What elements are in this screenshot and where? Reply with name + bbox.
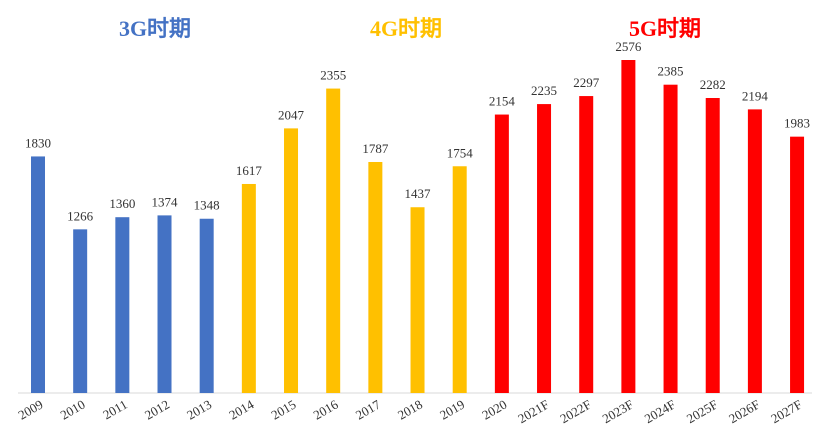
bar — [410, 207, 425, 393]
value-label: 1437 — [405, 186, 432, 201]
x-tick-label: 2013 — [184, 397, 214, 423]
bar — [284, 128, 299, 394]
bar — [368, 161, 383, 393]
x-tick-label: 2021F — [515, 397, 551, 427]
x-tick-label: 2012 — [142, 397, 172, 423]
x-tick-label: 2020 — [479, 397, 509, 423]
bar — [663, 84, 678, 393]
value-label: 1266 — [67, 208, 94, 223]
bar — [621, 60, 636, 393]
value-label: 1830 — [25, 135, 51, 150]
bar — [31, 156, 45, 393]
value-label: 1374 — [152, 194, 179, 209]
bar — [747, 109, 762, 393]
value-label: 2576 — [615, 39, 642, 54]
x-tick-label: 2014 — [226, 396, 256, 422]
x-tick-label: 2009 — [15, 397, 45, 423]
value-label: 1360 — [109, 196, 135, 211]
period-label: 3G时期 — [119, 16, 191, 41]
x-tick-label: 2015 — [269, 397, 299, 423]
x-tick-label: 2027F — [768, 397, 804, 427]
x-tick-label: 2023F — [600, 397, 636, 427]
value-label: 2154 — [489, 94, 516, 109]
x-tick-label: 2022F — [557, 397, 593, 427]
value-label: 1348 — [194, 198, 220, 213]
value-label: 1617 — [236, 163, 263, 178]
x-tick-label: 2025F — [684, 397, 720, 427]
bar — [579, 96, 594, 394]
bar — [326, 88, 341, 393]
value-label: 1983 — [784, 116, 810, 131]
value-label: 2355 — [320, 68, 346, 83]
x-tick-label: 2024F — [642, 397, 678, 427]
bar — [115, 217, 130, 393]
period-label: 4G时期 — [370, 16, 442, 41]
x-tick-label: 2019 — [437, 397, 467, 423]
x-tick-label: 2017 — [353, 396, 383, 422]
bar — [157, 215, 172, 393]
value-label: 2235 — [531, 83, 557, 98]
bar — [241, 183, 256, 393]
bar — [790, 136, 805, 393]
value-label: 2047 — [278, 107, 305, 122]
x-tick-label: 2026F — [726, 397, 762, 427]
value-label: 2297 — [573, 75, 600, 90]
value-label: 2194 — [742, 88, 769, 103]
value-label: 2385 — [658, 64, 684, 79]
value-label: 1787 — [362, 141, 389, 156]
period-label: 5G时期 — [629, 16, 701, 41]
bar — [199, 218, 214, 393]
value-label: 1754 — [447, 145, 474, 160]
x-tick-label: 2016 — [311, 396, 341, 422]
x-tick-label: 2018 — [395, 397, 425, 423]
bar — [494, 114, 509, 394]
x-tick-label: 2011 — [100, 397, 130, 423]
bar — [73, 229, 88, 393]
bar — [705, 98, 720, 393]
bar — [452, 166, 467, 393]
x-tick-label: 2010 — [58, 397, 88, 423]
bar — [537, 104, 552, 394]
value-label: 2282 — [700, 77, 726, 92]
